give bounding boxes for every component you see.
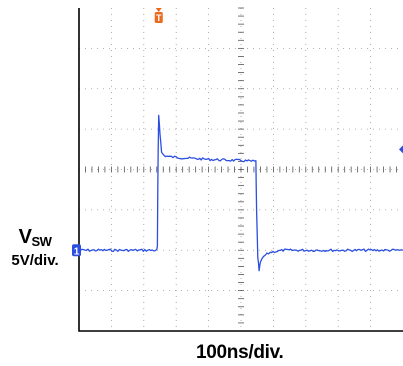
trace-group (78, 114, 403, 272)
channel-marker-label: 1 (74, 246, 80, 257)
trigger-level-marker (399, 145, 403, 154)
graticule (78, 7, 403, 332)
y-axis-label: VSW 5V/div. (2, 227, 68, 269)
x-axis-label: 100ns/div. (196, 342, 284, 363)
channel-marker (72, 244, 81, 257)
trace-line (78, 114, 403, 272)
trigger-marker-label: T (156, 13, 162, 23)
y-scale-label: 5V/div. (11, 252, 59, 269)
plot-frame (78, 8, 403, 332)
trigger-marker (154, 12, 163, 23)
trigger-arrow (155, 8, 162, 12)
markers-group: 1T (72, 8, 403, 257)
